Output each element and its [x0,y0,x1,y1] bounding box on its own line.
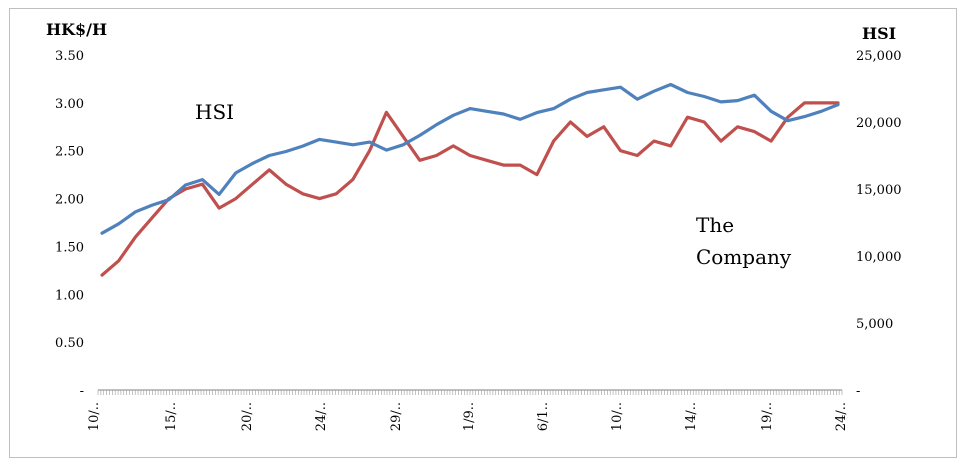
left-tick-label: 1.00 [55,288,84,303]
label-layer: HSI The Company [195,100,792,269]
chart-frame: 3.50 3.00 2.50 2.00 1.50 1.00 0.50 - 25,000 20,00… [9,8,957,458]
x-tick-label: 20/.. [240,402,255,431]
right-tick-label: - [856,384,860,399]
annotation-company-1: The [696,213,734,237]
axis-layer: 3.50 3.00 2.50 2.00 1.50 1.00 0.50 - 25,000 20,00… [46,20,902,431]
right-tick-label: 5,000 [856,317,893,332]
left-tick-label: 3.50 [55,49,84,64]
right-axis-title: HSI [862,24,896,43]
series-layer [100,82,840,277]
x-tick-label: 10/.. [610,402,625,431]
series-line-company [100,101,840,277]
left-axis-title: HK$/H [46,20,107,39]
right-tick-label: 15,000 [856,183,902,198]
left-tick-label: 0.50 [55,336,84,351]
right-tick-label: 20,000 [856,116,902,131]
left-tick-label: 2.50 [55,145,84,160]
x-tick-label: 1/9.. [462,402,477,431]
left-tick-label: - [80,384,84,399]
x-tick-label: 24/.. [834,402,849,431]
series-line-hsi [100,82,840,235]
x-tick-label: 14/.. [684,402,699,431]
left-tick-label: 2.00 [55,193,84,208]
x-tick-label: 24/.. [314,402,329,431]
x-tick-label: 6/1.. [536,402,551,431]
x-tick-label: 19/.. [760,402,775,431]
x-tick-label: 10/.. [87,402,102,431]
chart-svg: 3.50 3.00 2.50 2.00 1.50 1.00 0.50 - 25,000 20,00… [46,20,902,431]
annotation-company-2: Company [696,245,792,269]
x-tick-label: 15/.. [164,402,179,431]
x-tick-label: 29/.. [389,402,404,431]
annotation-hsi: HSI [195,100,234,124]
right-tick-label: 25,000 [856,49,902,64]
right-tick-label: 10,000 [856,250,902,265]
left-tick-label: 3.00 [55,97,84,112]
left-tick-label: 1.50 [55,240,84,255]
